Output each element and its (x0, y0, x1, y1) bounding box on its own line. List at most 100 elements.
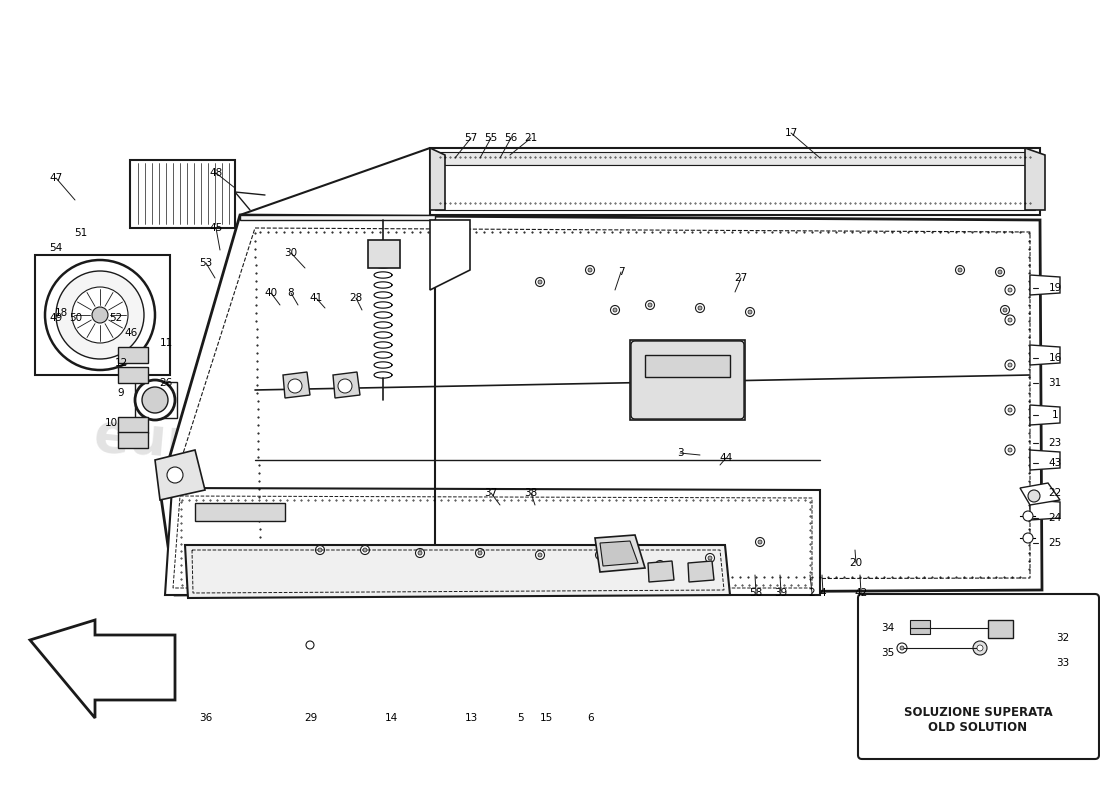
Circle shape (538, 553, 542, 557)
Text: 53: 53 (199, 258, 212, 268)
Text: 9: 9 (118, 388, 124, 398)
Text: 7: 7 (618, 267, 625, 277)
Circle shape (900, 646, 904, 650)
Circle shape (318, 548, 322, 552)
Circle shape (1023, 533, 1033, 543)
Text: 41: 41 (309, 293, 322, 303)
Bar (118, 367, 148, 383)
Text: 11: 11 (160, 338, 173, 348)
Polygon shape (434, 165, 1035, 210)
Text: 32: 32 (1056, 633, 1069, 643)
Circle shape (1008, 408, 1012, 412)
Circle shape (416, 549, 425, 558)
Text: SOLUZIONE SUPERATA
OLD SOLUTION: SOLUZIONE SUPERATA OLD SOLUTION (903, 706, 1053, 734)
Text: 52: 52 (109, 313, 122, 323)
Circle shape (478, 551, 482, 555)
Text: 40: 40 (264, 288, 277, 298)
FancyBboxPatch shape (858, 594, 1099, 759)
Polygon shape (240, 215, 434, 220)
Circle shape (1001, 306, 1010, 314)
Circle shape (1023, 511, 1033, 521)
Circle shape (538, 280, 542, 284)
Text: 4: 4 (820, 588, 826, 598)
Circle shape (746, 307, 755, 317)
Circle shape (1005, 315, 1015, 325)
Circle shape (475, 549, 484, 558)
Bar (368, 240, 400, 268)
Circle shape (142, 387, 168, 413)
Text: 39: 39 (774, 588, 788, 598)
Text: 5: 5 (518, 713, 525, 723)
Text: 31: 31 (1048, 378, 1062, 388)
Polygon shape (648, 561, 674, 582)
Polygon shape (1030, 500, 1060, 520)
Circle shape (1005, 360, 1015, 370)
Text: 45: 45 (209, 223, 222, 233)
Text: 54: 54 (50, 243, 63, 253)
Bar (988, 620, 1013, 638)
Text: 17: 17 (784, 128, 798, 138)
Circle shape (1028, 490, 1040, 502)
Circle shape (705, 554, 715, 562)
Circle shape (72, 287, 128, 343)
Circle shape (1005, 405, 1015, 415)
Polygon shape (283, 372, 310, 398)
Circle shape (977, 645, 983, 651)
Polygon shape (1030, 345, 1060, 365)
Text: 2: 2 (808, 588, 815, 598)
Circle shape (1008, 288, 1012, 292)
Circle shape (1005, 445, 1015, 455)
Circle shape (306, 641, 313, 649)
Polygon shape (595, 535, 645, 572)
Polygon shape (430, 148, 446, 210)
Text: 48: 48 (209, 168, 222, 178)
Polygon shape (430, 220, 470, 290)
Circle shape (361, 546, 370, 554)
Circle shape (92, 307, 108, 323)
Text: 38: 38 (525, 488, 538, 498)
Text: 30: 30 (285, 248, 298, 258)
Circle shape (956, 266, 965, 274)
Text: 57: 57 (464, 133, 477, 143)
Polygon shape (688, 561, 714, 582)
Circle shape (756, 538, 764, 546)
Bar (118, 432, 148, 448)
Text: 3: 3 (676, 448, 683, 458)
Polygon shape (165, 488, 820, 595)
Circle shape (316, 546, 324, 554)
Bar (130, 160, 235, 228)
Circle shape (45, 260, 155, 370)
Circle shape (167, 467, 183, 483)
Polygon shape (1030, 275, 1060, 295)
Text: 13: 13 (464, 713, 477, 723)
FancyBboxPatch shape (631, 341, 744, 419)
Text: 8: 8 (288, 288, 295, 298)
Circle shape (974, 641, 987, 655)
Polygon shape (333, 372, 360, 398)
Circle shape (1008, 448, 1012, 452)
Text: 24: 24 (1048, 513, 1062, 523)
Text: eurospares: eurospares (512, 490, 848, 570)
Text: 58: 58 (749, 588, 762, 598)
Circle shape (135, 380, 175, 420)
Polygon shape (1030, 405, 1060, 425)
Circle shape (56, 271, 144, 359)
Circle shape (610, 306, 619, 314)
Text: 14: 14 (384, 713, 397, 723)
Circle shape (585, 266, 594, 274)
Circle shape (1005, 285, 1015, 295)
Polygon shape (1030, 450, 1060, 470)
Circle shape (698, 306, 702, 310)
Circle shape (748, 310, 752, 314)
Text: 42: 42 (855, 588, 868, 598)
Text: 56: 56 (505, 133, 518, 143)
Polygon shape (160, 215, 1042, 595)
Text: 6: 6 (587, 713, 594, 723)
Circle shape (598, 553, 602, 557)
Text: 1: 1 (1052, 410, 1058, 420)
Text: 46: 46 (124, 328, 138, 338)
Text: 28: 28 (350, 293, 363, 303)
Circle shape (363, 548, 367, 552)
Circle shape (338, 379, 352, 393)
Circle shape (758, 540, 762, 544)
